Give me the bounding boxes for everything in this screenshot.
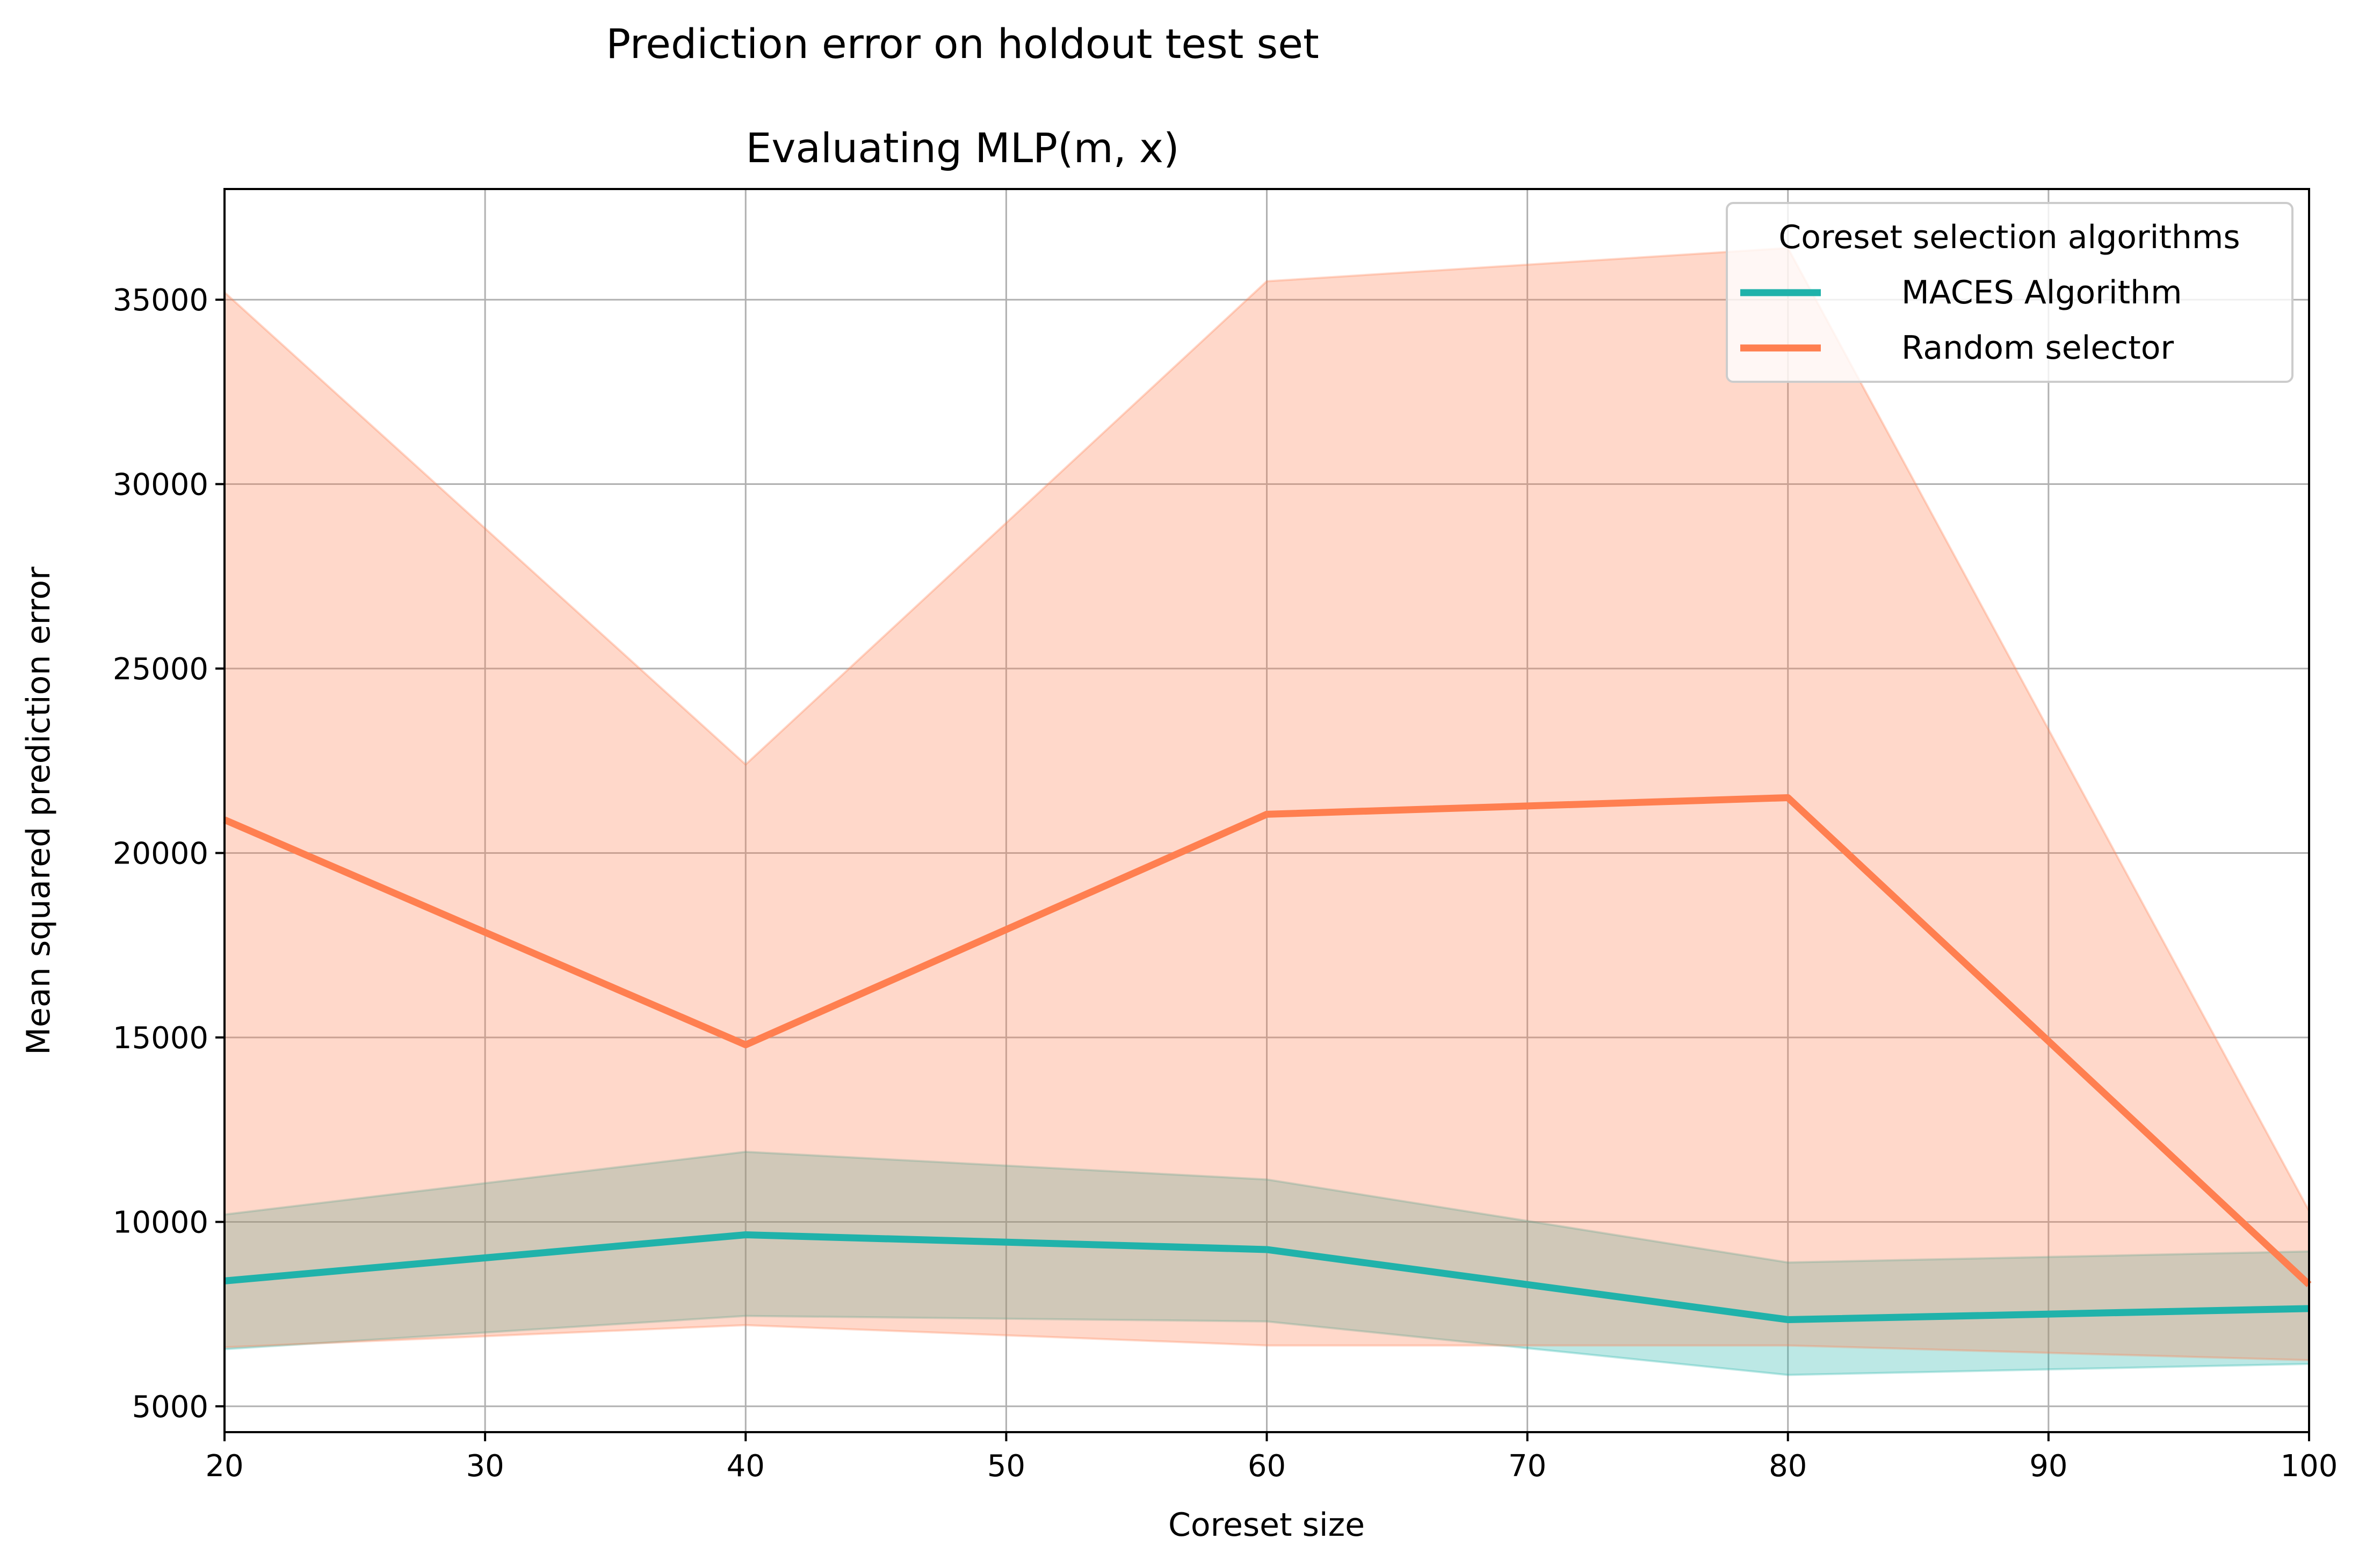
y-tick-label: 20000 [113, 836, 208, 871]
x-tick-label: 40 [727, 1449, 765, 1484]
x-tick-label: 70 [1508, 1449, 1546, 1484]
x-axis-label: Coreset size [1168, 1506, 1365, 1544]
legend-label-random: Random selector [1901, 329, 2174, 367]
x-tick-label: 90 [2029, 1449, 2067, 1484]
legend-box [1726, 202, 2293, 383]
chart-suptitle: Prediction error on holdout test set [606, 20, 1319, 68]
legend-title: Coreset selection algorithms [1778, 219, 2240, 256]
y-tick-label: 5000 [132, 1390, 208, 1425]
x-axis-ticks: 20 30 40 50 60 70 80 90 100 [205, 1432, 2338, 1484]
x-tick-label: 100 [2281, 1449, 2338, 1484]
y-tick-label: 15000 [113, 1021, 208, 1056]
y-axis-ticks: 5000 10000 15000 20000 25000 30000 35000 [113, 283, 225, 1425]
legend-label-maces: MACES Algorithm [1901, 274, 2182, 311]
chart-title: Evaluating MLP(m, x) [746, 124, 1179, 172]
band-random-selector [223, 246, 2310, 1362]
y-tick-label: 25000 [113, 652, 208, 687]
y-tick-label: 10000 [113, 1205, 208, 1240]
grid [223, 189, 2310, 1432]
x-tick-label: 30 [466, 1449, 504, 1484]
y-tick-label: 30000 [113, 468, 208, 503]
y-axis-label: Mean squared prediction error [20, 567, 57, 1055]
legend: Coreset selection algorithms MACES Algor… [1726, 202, 2293, 383]
x-tick-label: 20 [205, 1449, 243, 1484]
x-tick-label: 50 [987, 1449, 1025, 1484]
y-tick-label: 35000 [113, 283, 208, 318]
x-tick-label: 80 [1769, 1449, 1807, 1484]
x-tick-label: 60 [1248, 1449, 1286, 1484]
